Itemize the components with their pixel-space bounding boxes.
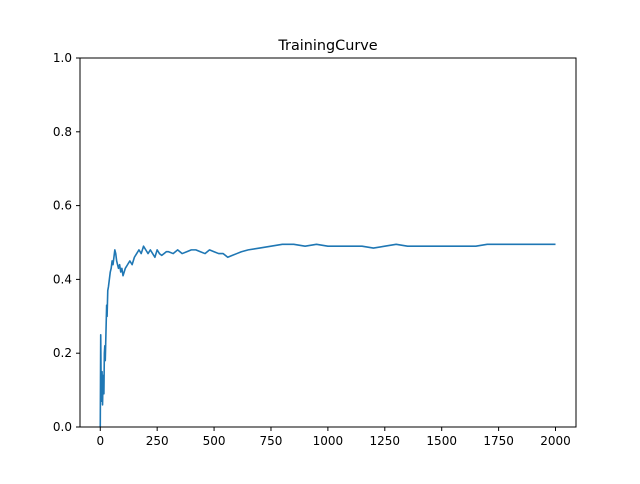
x-tick-label: 1500 <box>426 434 457 448</box>
x-tick-label: 250 <box>146 434 169 448</box>
series-line-0 <box>99 243 556 428</box>
x-tick-label: 1250 <box>370 434 401 448</box>
x-tick-label: 1000 <box>313 434 344 448</box>
x-tick-label: 0 <box>96 434 104 448</box>
y-tick-label: 0.2 <box>53 346 72 360</box>
plot-area-frame <box>79 57 577 428</box>
x-axis-ticks: 0 250 500 750 1000 1250 1500 1750 2000 <box>96 427 571 448</box>
chart-title: TrainingCurve <box>277 38 377 54</box>
y-axis-ticks: 0.0 0.2 0.4 0.6 0.8 1.0 <box>53 51 80 434</box>
y-tick-label: 0.6 <box>53 199 72 213</box>
y-tick-label: 1.0 <box>53 51 72 65</box>
x-tick-label: 500 <box>203 434 226 448</box>
y-tick-label: 0.8 <box>53 125 72 139</box>
x-tick-label: 1750 <box>483 434 514 448</box>
x-tick-label: 2000 <box>540 434 571 448</box>
y-tick-label: 0.4 <box>53 272 72 286</box>
series-layer <box>99 243 556 428</box>
y-tick-label: 0.0 <box>53 420 72 434</box>
x-tick-label: 750 <box>260 434 283 448</box>
